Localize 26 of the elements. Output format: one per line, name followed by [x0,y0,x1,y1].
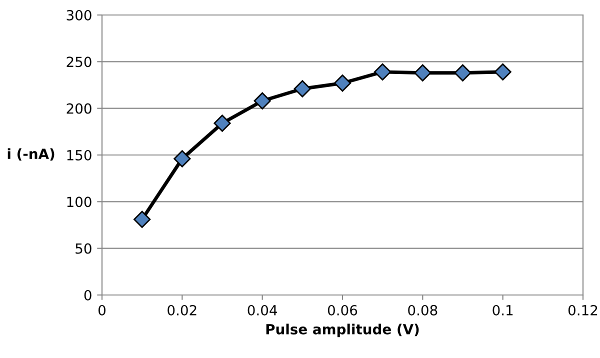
x-tick-label: 0.02 [168,304,196,316]
point [174,150,191,168]
y-tick-label: 100 [67,196,92,208]
y-tick-label: 250 [66,56,92,68]
point [334,74,352,92]
x-tick-label: 0.04 [248,304,278,316]
point [414,64,432,82]
x-tick-label: 0.1 [492,304,513,316]
y-tick-label: 0 [84,290,92,300]
x-tick-label: 0.12 [568,304,598,316]
y-tick-label: 300 [66,10,92,20]
x-tick-label: 0.06 [328,304,358,316]
x-axis-title: Pulse amplitude (V) [266,324,419,338]
point [214,114,231,132]
point [374,63,392,80]
y-tick-label: 200 [66,103,92,114]
point [134,210,151,228]
y-tick-label: 50 [76,243,92,254]
y-tick-label: 150 [67,150,92,160]
point [294,80,311,98]
x-tick-label: 0.08 [408,304,438,316]
y-axis-title: i (-nA) [8,148,54,161]
point [454,64,472,82]
x-tick-label: 0 [98,304,106,316]
point [494,63,512,80]
point [254,92,271,110]
